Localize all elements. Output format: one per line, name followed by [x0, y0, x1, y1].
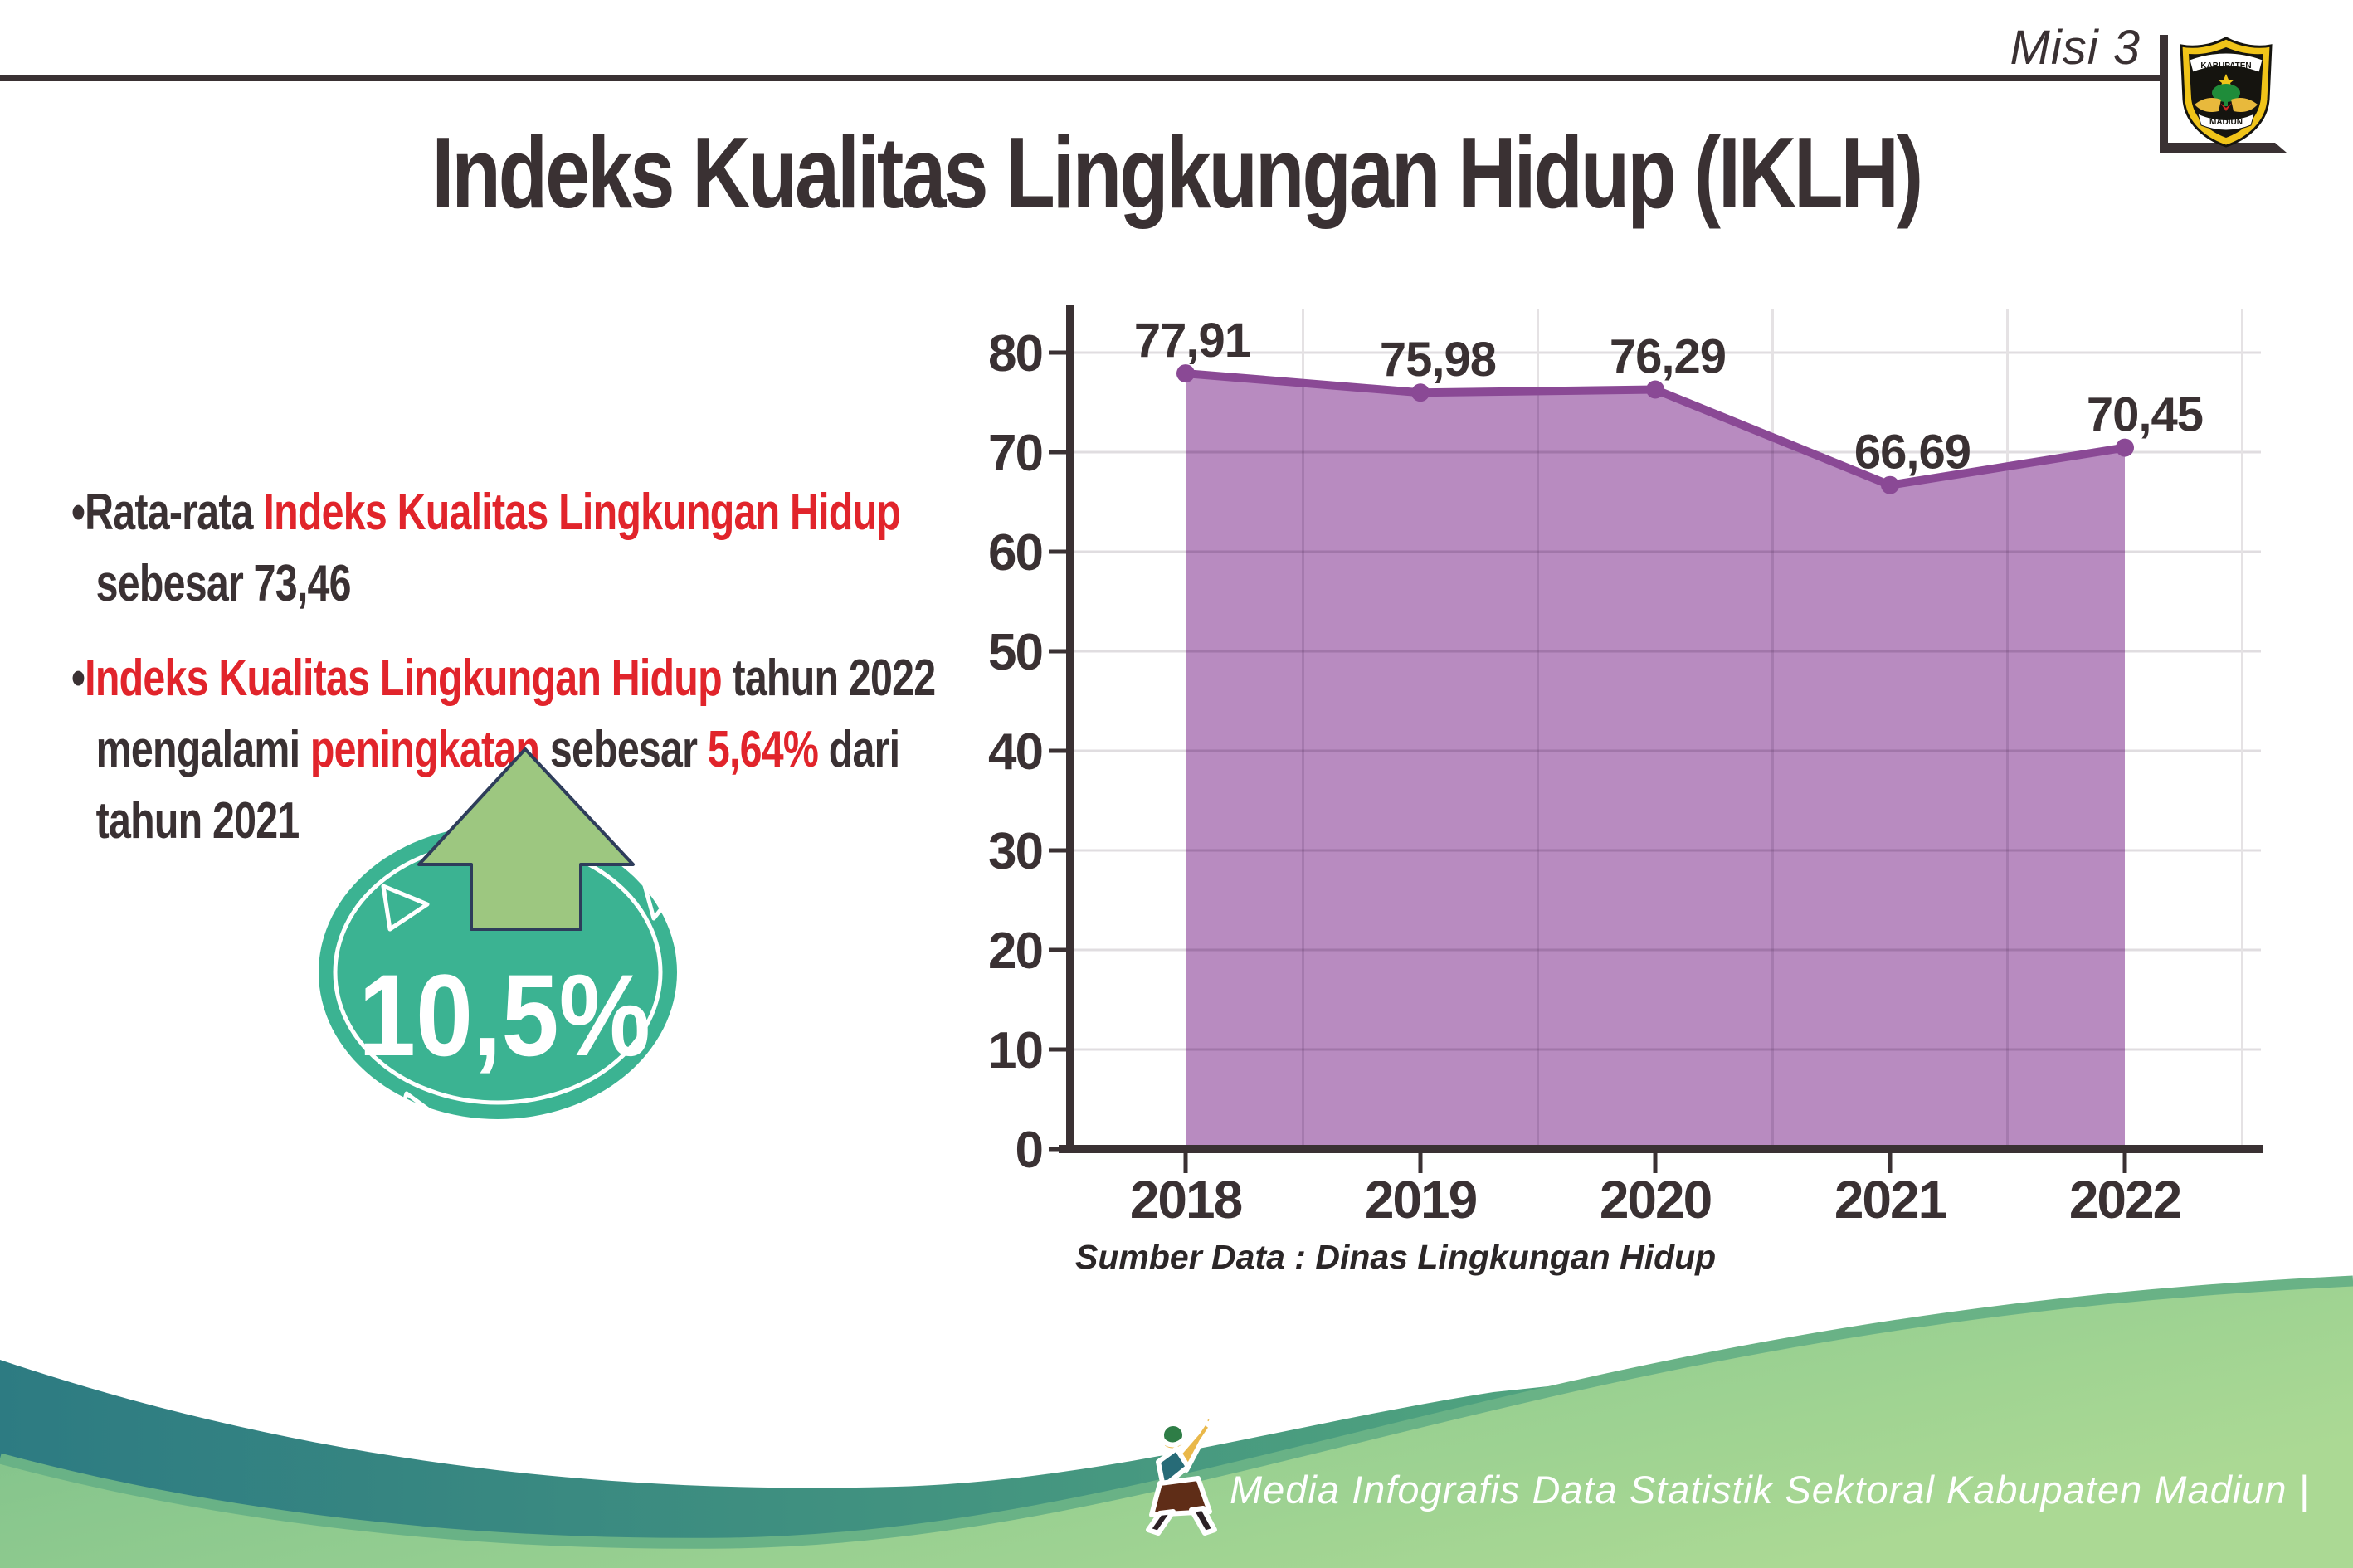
x-tick-label: 2022 — [2069, 1170, 2181, 1230]
bullet-line: tahun 2021 — [71, 786, 977, 857]
mascot-icon — [1146, 1410, 1217, 1536]
y-tick-label: 40 — [988, 723, 1042, 781]
data-point-label: 77,91 — [1134, 314, 1250, 368]
footer-waves — [0, 1275, 2353, 1568]
y-tick-label: 20 — [988, 923, 1042, 980]
bullet-text-segment: Indeks Kualitas Lingkungan Hidup — [263, 484, 901, 541]
logo-banner-top: KABUPATEN — [2200, 61, 2251, 71]
bullet-line: •Indeks Kualitas Lingkungan Hidup tahun … — [71, 643, 977, 714]
bullet-line: sebesar 73,46 — [71, 548, 977, 620]
wing-left-icon — [2195, 98, 2221, 112]
up-arrow-icon — [417, 747, 635, 931]
dome-edge-stripe — [0, 1275, 2353, 1549]
bullet-text-segment: sebesar 73,46 — [95, 555, 352, 612]
bullet-item: •Indeks Kualitas Lingkungan Hidup tahun … — [71, 643, 977, 857]
y-tick-label: 50 — [988, 624, 1042, 681]
bracket-vertical — [2160, 35, 2168, 152]
increase-badge: 10,5% — [319, 747, 684, 1131]
bullet-line: mengalami peningkatan sebesar 5,64% dari — [71, 714, 977, 786]
bullet-text-segment: sebesar — [539, 721, 708, 778]
sparkle-triangles — [381, 877, 684, 1131]
bullet-list: •Rata-rata Indeks Kualitas Lingkungan Hi… — [71, 477, 977, 857]
header-rule — [0, 75, 2167, 81]
y-tick-label: 70 — [988, 425, 1042, 482]
bullet-text-segment: 5,64% — [707, 721, 819, 778]
kabupaten-madiun-logo: KABUPATEN MADIUN — [2160, 35, 2287, 153]
bullet-text-segment: dari — [818, 721, 900, 778]
x-tick-label: 2018 — [1130, 1170, 1242, 1230]
shield-icon: KABUPATEN MADIUN — [2180, 37, 2273, 148]
y-tick-label: 80 — [988, 325, 1042, 382]
misi-label: Misi 3 — [2010, 21, 2141, 75]
bullet-text-segment: peningkatan — [309, 721, 540, 778]
y-tick-label: 10 — [988, 1022, 1042, 1079]
data-point-label: 75,98 — [1380, 333, 1496, 387]
bullet-text-segment: Indeks Kualitas Lingkungan Hidup — [85, 650, 722, 707]
y-tick-label: 0 — [1016, 1122, 1042, 1179]
title-row: Indeks Kualitas Lingkungan Hidup (IKLH) — [0, 114, 2353, 231]
x-tick-label: 2020 — [1600, 1170, 1711, 1230]
bullet-line: •Rata-rata Indeks Kualitas Lingkungan Hi… — [71, 477, 977, 548]
badge-value: 10,5% — [358, 950, 650, 1080]
bullet-text-segment: •Rata-rata — [71, 484, 264, 541]
iklh-area-chart: 0 10 20 30 40 50 60 70 80 2018 2019 2020 2021 2022 77,… — [988, 305, 2263, 1230]
bullet-text-segment: tahun 2022 — [721, 650, 936, 707]
y-tick-label: 30 — [988, 823, 1042, 880]
data-point-label: 76,29 — [1610, 330, 1726, 384]
bullet-text-segment: mengalami — [95, 721, 310, 778]
bullet-item: •Rata-rata Indeks Kualitas Lingkungan Hi… — [71, 477, 977, 620]
y-tick-label: 60 — [988, 524, 1042, 582]
bullet-text-segment: • — [71, 650, 85, 707]
data-point-label: 66,69 — [1854, 426, 1971, 480]
page-title: Indeks Kualitas Lingkungan Hidup (IKLH) — [431, 116, 1924, 229]
source-note: Sumber Data : Dinas Lingkungan Hidup — [1075, 1238, 1717, 1276]
data-point-label: 70,45 — [2087, 388, 2203, 442]
x-tick-label: 2021 — [1834, 1170, 1946, 1230]
badge-circle — [319, 825, 677, 1119]
green-dome-wave — [0, 1281, 2353, 1568]
x-tick-label: 2019 — [1365, 1170, 1477, 1230]
bracket-horizontal — [2160, 143, 2287, 153]
footer-credit: Media Infografis Data Statistik Sektoral… — [1230, 1468, 2310, 1512]
bullet-text-segment: tahun 2021 — [95, 792, 300, 850]
logo-banner-bottom: MADIUN — [2209, 118, 2243, 127]
wing-right-icon — [2231, 98, 2258, 112]
